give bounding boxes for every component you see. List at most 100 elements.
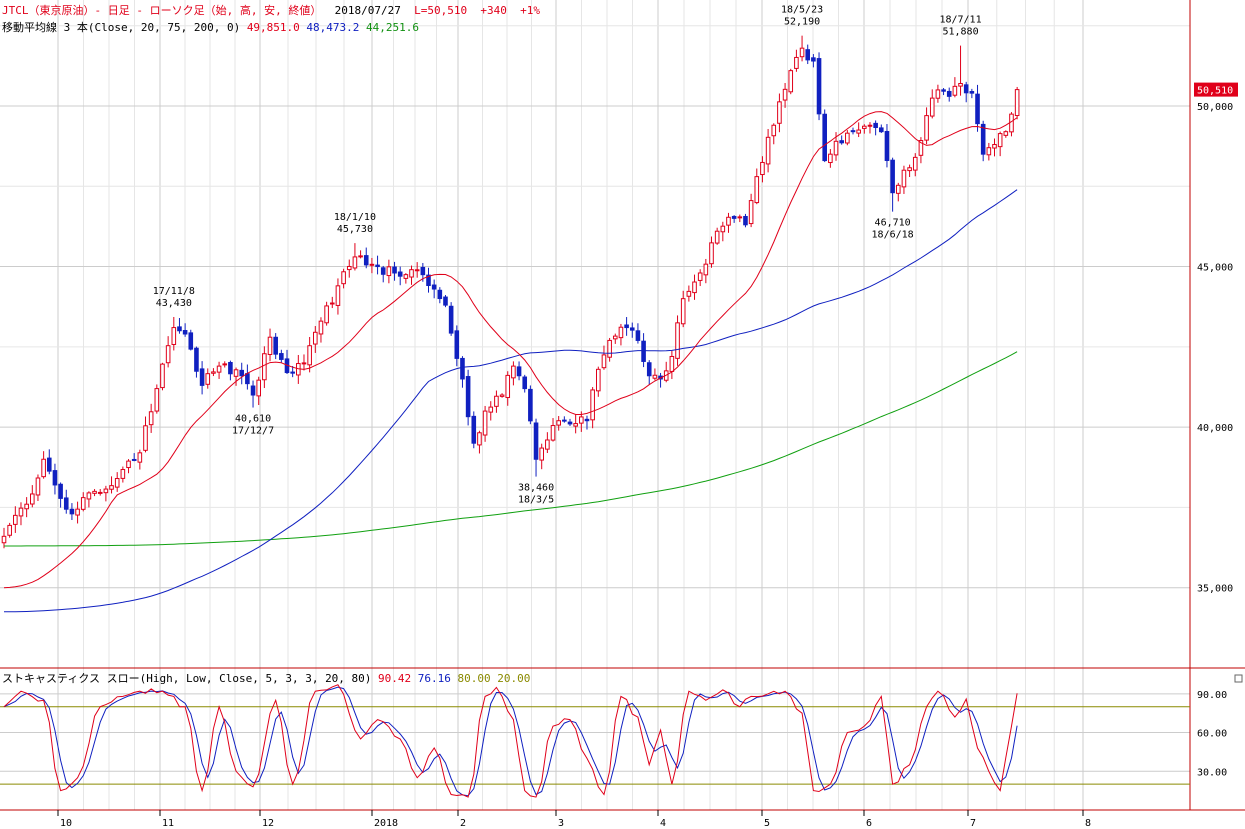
symbol-title: JTCL（東京原油）	[2, 4, 95, 17]
candle-down	[397, 271, 403, 277]
candle-up	[505, 374, 511, 399]
candle-up	[143, 425, 148, 451]
candle-up	[607, 339, 612, 358]
candle-down	[431, 284, 437, 290]
time-axis-label: 8	[1085, 818, 1091, 829]
candle-up	[301, 362, 307, 365]
candle-down	[641, 340, 646, 362]
time-axis-label: 3	[558, 818, 564, 829]
candle-up	[1003, 131, 1009, 136]
ma200-line	[4, 351, 1018, 547]
annotation-date: 17/12/7	[232, 426, 274, 437]
candle-up	[618, 326, 624, 339]
candle-up	[748, 200, 754, 225]
candle-down	[629, 327, 635, 331]
candle-up	[997, 133, 1003, 148]
stoch-legend: ストキャスティクス スロー(High, Low, Close, 5, 3, 3,…	[2, 672, 530, 686]
candle-up	[103, 488, 109, 494]
candle-up	[754, 176, 760, 204]
candle-up	[92, 490, 97, 494]
candle-up	[126, 460, 131, 469]
ma-legend: 移動平均線 3 本(Close, 20, 75, 200, 0) 49,851.…	[2, 21, 419, 35]
candle-down	[890, 159, 895, 194]
candle-down	[437, 289, 443, 300]
candle-up	[539, 447, 545, 461]
candle-up	[222, 363, 228, 366]
candle-down	[448, 305, 454, 334]
ma200-value: 44,251.6	[366, 21, 420, 34]
price-change: +340	[480, 4, 507, 17]
candle-down	[884, 131, 890, 161]
annotation-date: 17/11/8	[153, 286, 195, 297]
candle-up	[862, 125, 867, 129]
candle-down	[454, 330, 460, 359]
candle-up	[30, 493, 35, 505]
candle-up	[788, 70, 794, 93]
candle-down	[969, 91, 975, 94]
time-axis-label: 10	[60, 818, 72, 829]
ma75-value: 48,473.2	[306, 21, 360, 34]
candle-up	[386, 266, 392, 277]
candle-down	[975, 93, 980, 125]
candle-down	[567, 421, 573, 425]
candle-up	[929, 97, 935, 117]
candle-up	[918, 140, 924, 156]
stoch-axis-label: 90.00	[1197, 690, 1227, 701]
candle-up	[216, 365, 222, 373]
candle-up	[137, 452, 143, 463]
candle-up	[369, 263, 375, 266]
candle-up	[714, 230, 720, 244]
candle-up	[686, 290, 692, 297]
stoch-legend-label: ストキャスティクス スロー(High, Low, Close, 5, 3, 3,…	[2, 672, 372, 685]
candle-down	[839, 140, 844, 144]
pane-toggle-icon[interactable]	[1234, 674, 1243, 683]
candle-up	[901, 169, 907, 188]
candle-down	[879, 127, 884, 133]
candle-down	[946, 90, 952, 97]
time-axis-label: 5	[764, 818, 770, 829]
candle-down	[250, 385, 256, 396]
candle-up	[833, 140, 839, 156]
candle-up	[680, 298, 686, 325]
candle-down	[46, 457, 52, 472]
last-price-tag	[1194, 82, 1238, 97]
candle-up	[75, 508, 80, 516]
candle-up	[477, 432, 482, 446]
candle-up	[109, 485, 114, 490]
stoch-axis-label: 30.00	[1197, 767, 1227, 778]
chart-header: JTCL（東京原油）- 日足 - ローソク足（始, 高, 安, 終値） 2018…	[2, 4, 540, 18]
stoch-d-value: 76.16	[417, 672, 451, 685]
candle-up	[737, 216, 743, 219]
annotation-date: 18/6/18	[872, 230, 914, 241]
candle-up	[765, 136, 771, 165]
stoch-d-line	[3, 686, 1018, 797]
candle-up	[160, 363, 165, 389]
candle-up	[409, 269, 414, 278]
candle-down	[375, 264, 380, 268]
candle-up	[579, 416, 584, 424]
ma-legend-label: 移動平均線 3 本(Close, 20, 75, 200, 0)	[2, 21, 241, 34]
last-price-tag-text: 50,510	[1197, 86, 1233, 97]
time-axis-label: 6	[866, 818, 872, 829]
candle-up	[488, 406, 494, 413]
candle-up	[828, 153, 833, 164]
candle-up	[845, 132, 850, 144]
candle-up	[709, 242, 714, 265]
candle-up	[590, 389, 595, 421]
candle-up	[324, 305, 329, 324]
candle-up	[114, 478, 120, 488]
candle-up	[703, 263, 709, 276]
candle-up	[307, 345, 312, 366]
candle-up	[7, 524, 12, 536]
candle-down	[522, 376, 528, 390]
candle-up	[652, 374, 658, 379]
candle-up	[499, 394, 505, 397]
candle-up	[267, 336, 273, 355]
candle-down	[188, 332, 194, 350]
candle-up	[211, 371, 216, 374]
candle-up	[726, 216, 731, 226]
candle-up	[782, 88, 788, 101]
annotation-value: 45,730	[337, 224, 373, 235]
candle-up	[494, 395, 499, 407]
